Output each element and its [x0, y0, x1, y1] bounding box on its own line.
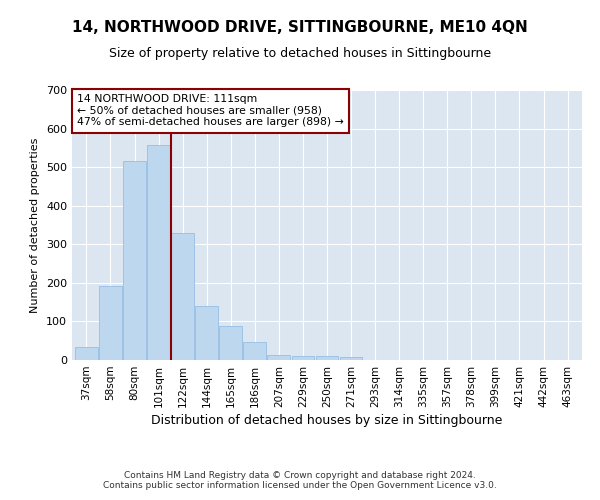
Bar — [316, 356, 338, 360]
Bar — [171, 234, 194, 360]
Text: 14, NORTHWOOD DRIVE, SITTINGBOURNE, ME10 4QN: 14, NORTHWOOD DRIVE, SITTINGBOURNE, ME10… — [72, 20, 528, 35]
Text: Contains HM Land Registry data © Crown copyright and database right 2024.
Contai: Contains HM Land Registry data © Crown c… — [103, 470, 497, 490]
Bar — [123, 162, 146, 360]
Bar — [268, 355, 290, 360]
Bar — [99, 286, 122, 360]
Y-axis label: Number of detached properties: Number of detached properties — [31, 138, 40, 312]
Bar — [220, 326, 242, 360]
Text: Size of property relative to detached houses in Sittingbourne: Size of property relative to detached ho… — [109, 48, 491, 60]
Bar — [75, 346, 98, 360]
X-axis label: Distribution of detached houses by size in Sittingbourne: Distribution of detached houses by size … — [151, 414, 503, 427]
Bar — [244, 342, 266, 360]
Bar — [292, 356, 314, 360]
Text: 14 NORTHWOOD DRIVE: 111sqm
← 50% of detached houses are smaller (958)
47% of sem: 14 NORTHWOOD DRIVE: 111sqm ← 50% of deta… — [77, 94, 344, 127]
Bar — [340, 357, 362, 360]
Bar — [195, 306, 218, 360]
Bar — [147, 145, 170, 360]
